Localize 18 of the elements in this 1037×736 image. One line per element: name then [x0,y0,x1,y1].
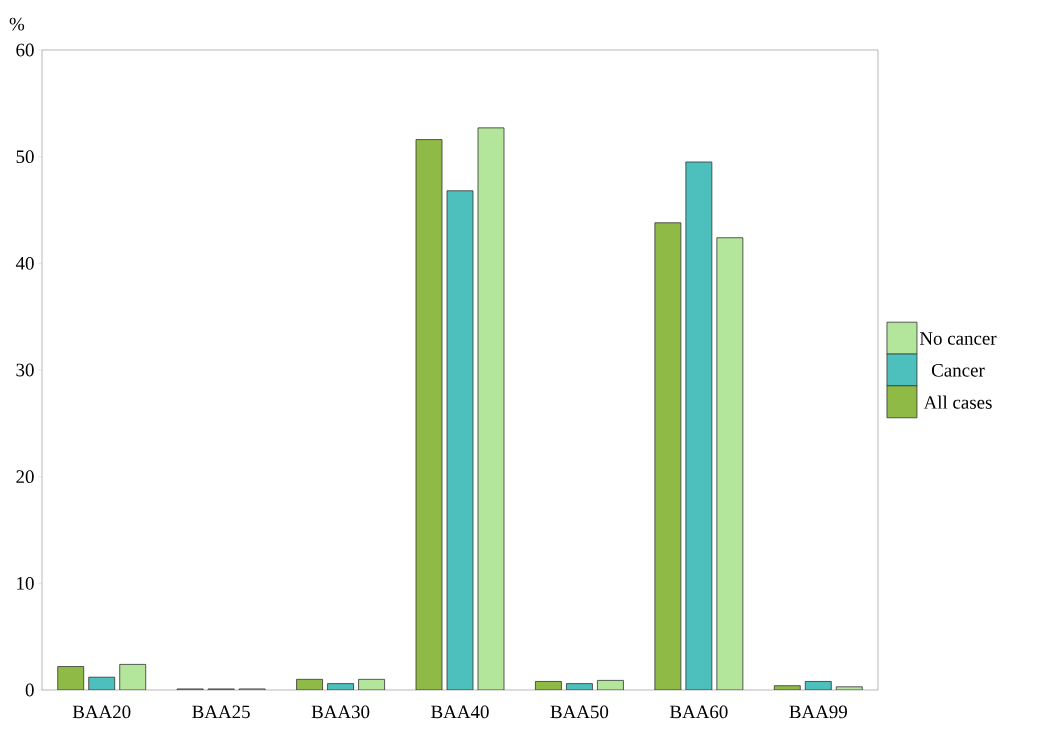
legend-label: Cancer [931,363,985,377]
legend-label: No cancer [919,332,997,345]
y-tick-label: 40 [15,256,34,270]
x-tick-label: BAA50 [550,705,609,719]
y-tick-label: 60 [16,43,34,57]
y-tick-label: 20 [16,470,34,484]
y-tick-label: 50 [16,150,34,164]
x-tick-label: BAA20 [72,705,131,719]
y-tick-label: 30 [16,363,34,377]
legend-label: All cases [923,395,992,409]
x-tick-label: BAA40 [431,705,489,719]
y-tick-label: 0 [25,683,34,697]
x-tick-label: BAA60 [669,705,728,719]
x-tick-label: BAA99 [789,705,847,719]
y-axis-title: % [9,17,25,31]
y-tick-label: 10 [17,576,34,590]
x-tick-label: BAA25 [192,705,250,719]
x-tick-label: BAA30 [311,705,370,719]
